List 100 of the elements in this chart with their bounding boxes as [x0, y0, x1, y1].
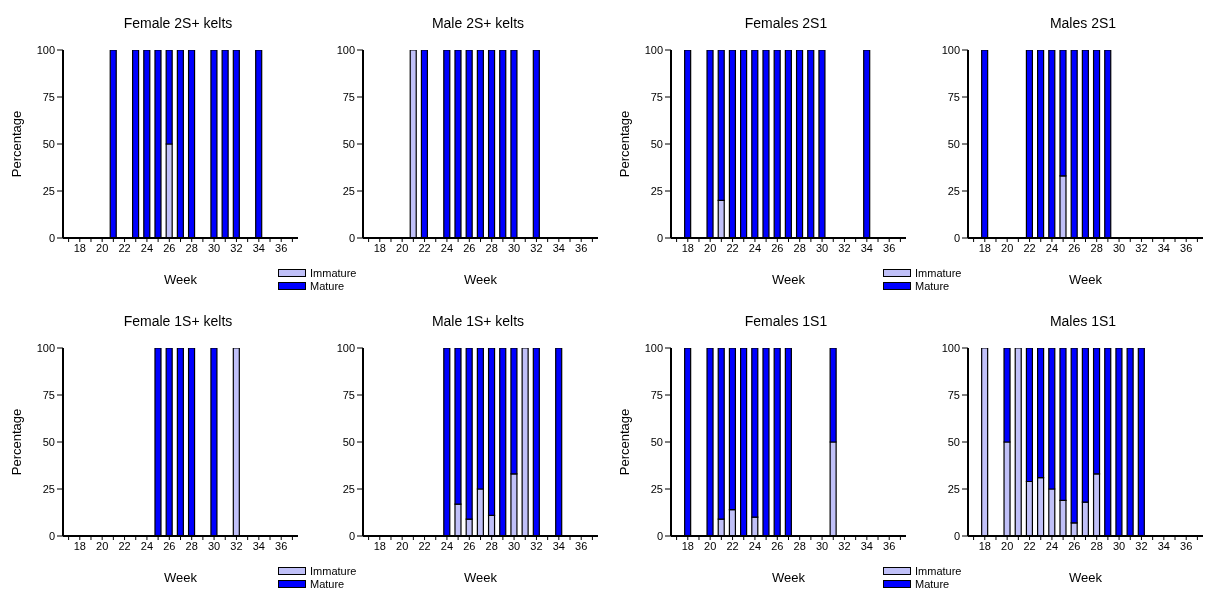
- x-tick-label: 26: [771, 241, 784, 254]
- legend-label: Immature: [915, 266, 962, 279]
- x-tick-label: 18: [373, 241, 386, 254]
- y-tick-label: 0: [348, 529, 355, 542]
- x-tick-label: 32: [530, 539, 543, 552]
- x-tick-label: 26: [163, 539, 176, 552]
- legend-label: Mature: [310, 279, 345, 292]
- x-tick-label: 30: [507, 539, 521, 552]
- y-tick-label: 0: [953, 231, 960, 244]
- x-tick-label: 30: [507, 241, 521, 254]
- x-tick-label: 26: [771, 539, 784, 552]
- x-tick-label: 30: [815, 241, 829, 254]
- x-tick-label: 24: [1045, 539, 1059, 552]
- x-tick-label: 22: [118, 241, 131, 254]
- x-tick-label: 28: [485, 241, 498, 254]
- x-tick-label: 18: [373, 539, 386, 552]
- y-tick-label: 0: [953, 529, 960, 542]
- y-tick-label: 25: [42, 482, 55, 495]
- x-tick-label: 28: [793, 241, 806, 254]
- y-tick-label: 0: [656, 231, 663, 244]
- x-tick-label: 36: [883, 241, 896, 254]
- y-tick-label: 0: [348, 231, 355, 244]
- x-tick-label: 34: [1157, 241, 1170, 254]
- x-axis-title: Week: [164, 570, 198, 585]
- y-tick-label: 75: [342, 388, 355, 401]
- x-tick-label: 34: [552, 539, 565, 552]
- y-tick-label: 100: [36, 43, 55, 56]
- y-tick-label: 100: [941, 43, 960, 56]
- x-tick-label: 18: [73, 241, 86, 254]
- legend-label: Immature: [310, 266, 357, 279]
- legend-label: Immature: [310, 564, 357, 577]
- x-tick-label: 32: [1135, 241, 1148, 254]
- y-tick-label: 50: [947, 435, 960, 448]
- legend-label: Mature: [915, 279, 950, 292]
- chart-title: Female 1S+ kelts: [122, 312, 234, 331]
- x-tick-label: 28: [1090, 539, 1103, 552]
- x-tick-label: 26: [463, 539, 476, 552]
- x-tick-label: 26: [1068, 539, 1081, 552]
- x-tick-label: 34: [860, 241, 873, 254]
- x-tick-label: 32: [230, 241, 243, 254]
- x-tick-label: 20: [96, 241, 109, 254]
- x-axis-title: Week: [1069, 272, 1103, 287]
- x-axis-title: Week: [464, 570, 498, 585]
- x-axis-title: Week: [164, 272, 198, 287]
- x-tick-label: 30: [815, 539, 829, 552]
- x-axis-title: Week: [464, 272, 498, 287]
- x-tick-label: 20: [396, 539, 409, 552]
- chart-title: Males 1S1: [1048, 312, 1118, 331]
- y-tick-label: 0: [48, 231, 55, 244]
- chart-title: Males 2S1: [1048, 14, 1118, 33]
- y-tick-label: 50: [42, 435, 55, 448]
- x-tick-label: 36: [1180, 539, 1193, 552]
- y-tick-label: 50: [42, 137, 55, 150]
- chart-title: Females 2S1: [743, 14, 829, 33]
- y-axis-title: Percentage: [616, 110, 632, 178]
- x-tick-label: 32: [230, 539, 243, 552]
- y-tick-label: 25: [42, 184, 55, 197]
- x-tick-label: 34: [860, 539, 873, 552]
- x-tick-label: 34: [252, 539, 265, 552]
- y-tick-label: 100: [336, 43, 355, 56]
- x-tick-label: 28: [485, 539, 498, 552]
- y-tick-label: 25: [947, 482, 960, 495]
- x-tick-label: 22: [418, 539, 431, 552]
- x-tick-label: 22: [1023, 241, 1036, 254]
- y-tick-label: 100: [644, 341, 663, 354]
- x-tick-label: 26: [163, 241, 176, 254]
- x-tick-label: 20: [1001, 539, 1014, 552]
- y-tick-label: 25: [650, 482, 663, 495]
- y-tick-label: 25: [342, 482, 355, 495]
- x-tick-label: 18: [978, 539, 991, 552]
- x-tick-label: 24: [748, 241, 762, 254]
- x-tick-label: 28: [185, 539, 198, 552]
- x-tick-label: 24: [140, 241, 154, 254]
- x-tick-label: 18: [681, 539, 694, 552]
- x-tick-label: 22: [726, 241, 739, 254]
- x-tick-label: 20: [704, 241, 717, 254]
- x-tick-label: 30: [207, 539, 221, 552]
- x-tick-label: 22: [1023, 539, 1036, 552]
- x-tick-label: 34: [1157, 539, 1170, 552]
- x-tick-label: 18: [978, 241, 991, 254]
- y-tick-label: 100: [941, 341, 960, 354]
- y-tick-label: 100: [36, 341, 55, 354]
- x-tick-label: 36: [1180, 241, 1193, 254]
- x-tick-label: 22: [118, 539, 131, 552]
- x-tick-label: 32: [1135, 539, 1148, 552]
- x-tick-label: 24: [440, 539, 454, 552]
- legend-label: Mature: [915, 577, 950, 590]
- y-tick-label: 75: [650, 388, 663, 401]
- y-tick-label: 50: [947, 137, 960, 150]
- x-tick-label: 20: [396, 241, 409, 254]
- x-tick-label: 30: [207, 241, 221, 254]
- x-tick-label: 28: [185, 241, 198, 254]
- y-tick-label: 75: [947, 388, 960, 401]
- x-tick-label: 20: [1001, 241, 1014, 254]
- y-axis-title: Percentage: [616, 408, 632, 476]
- y-tick-label: 75: [42, 90, 55, 103]
- x-tick-label: 20: [96, 539, 109, 552]
- x-tick-label: 18: [73, 539, 86, 552]
- x-tick-label: 30: [1112, 241, 1126, 254]
- x-tick-label: 34: [252, 241, 265, 254]
